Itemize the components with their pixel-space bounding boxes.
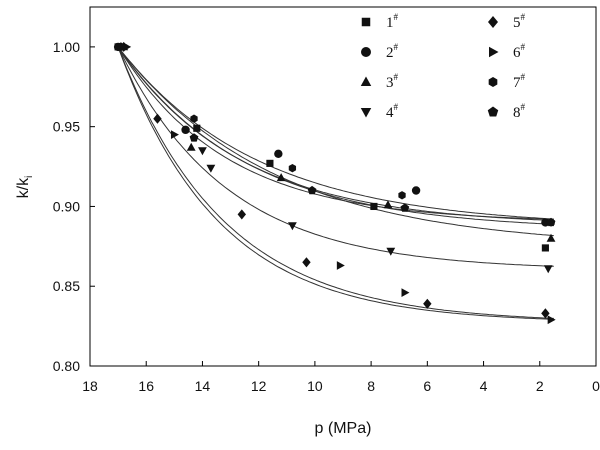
x-tick-label: 16: [138, 378, 154, 394]
point-triangle-down-series-4: [198, 147, 207, 156]
point-diamond-series-5: [541, 308, 550, 319]
y-tick-label: 0.80: [53, 358, 80, 374]
x-tick-label: 4: [480, 378, 488, 394]
point-circle-series-2: [181, 125, 190, 135]
legend-label-superscript: #: [521, 102, 526, 112]
legend-label-superscript: #: [394, 12, 399, 22]
y-tick-label: 0.85: [53, 278, 80, 294]
point-square-series-1: [266, 159, 274, 167]
legend-marker-5: [488, 16, 498, 28]
point-square-series-1: [193, 124, 201, 132]
fit-curve-4: [117, 46, 554, 267]
point-triangle-right-series-6: [401, 288, 410, 298]
point-triangle-up-series-3: [186, 142, 196, 151]
point-circle-series-2: [411, 186, 421, 195]
point-circle-series-2: [274, 149, 283, 158]
point-hexagon-series-7: [190, 114, 198, 123]
y-tick-label: 0.95: [53, 119, 80, 135]
x-tick-label: 14: [195, 378, 211, 394]
axis-ticks: 18 16 14 12 10 8 6 4 2 0 0.80 0.85 0.90 0.95 1.00: [53, 39, 600, 394]
point-diamond-series-5: [153, 113, 162, 124]
y-tick-label: 0.90: [53, 198, 80, 214]
legend-marker-8: [487, 106, 499, 117]
point-pentagon-series-8: [546, 217, 556, 227]
point-triangle-down-series-4: [206, 164, 216, 173]
legend-label-number: 5: [513, 15, 521, 31]
legend-marker-6: [489, 46, 499, 58]
point-triangle-down-series-4: [543, 265, 553, 274]
legend-label-number: 8: [513, 105, 521, 121]
x-tick-label: 12: [251, 378, 267, 394]
legend-marker-7: [488, 77, 498, 87]
x-tick-label: 8: [367, 378, 375, 394]
point-triangle-up-series-3: [546, 233, 556, 242]
x-tick-label: 6: [423, 378, 431, 394]
y-axis-label: k/ki: [15, 176, 35, 199]
point-square-series-1: [541, 244, 549, 252]
legend-label-number: 3: [386, 75, 394, 91]
legend-label-superscript: #: [521, 72, 526, 82]
point-diamond-series-5: [237, 209, 246, 220]
fit-curves: [117, 46, 554, 320]
point-pentagon-series-8: [400, 203, 410, 212]
legend-label-2: 2#: [386, 42, 399, 61]
point-square-series-1: [370, 202, 378, 211]
legend-label-superscript: #: [394, 102, 399, 112]
x-tick-label: 10: [307, 378, 323, 394]
point-triangle-right-series-6: [336, 261, 345, 270]
point-triangle-down-series-4: [287, 222, 297, 231]
point-triangle-right-series-6: [547, 315, 556, 325]
x-axis-label: p (MPa): [315, 420, 372, 437]
legend-marker-3: [360, 76, 372, 86]
legend-label-number: 1: [386, 15, 394, 31]
fit-curve-8: [117, 46, 554, 225]
x-tick-label: 18: [82, 378, 98, 394]
point-hexagon-series-7: [398, 191, 406, 200]
legend-label-superscript: #: [394, 72, 399, 82]
legend-label-number: 7: [513, 75, 521, 91]
legend-label-number: 2: [386, 45, 394, 61]
fit-curve-5: [117, 46, 554, 320]
point-diamond-series-5: [302, 257, 311, 268]
plot-frame: [89, 6, 597, 367]
legend-label-superscript: #: [521, 12, 526, 22]
fit-curve-7: [117, 46, 554, 220]
legend-marker-4: [360, 108, 372, 118]
legend-label-7: 7#: [513, 72, 526, 91]
data-points: [113, 41, 556, 325]
legend: 1#2#3#4#5#6#7#8#: [360, 12, 526, 121]
legend-marker-2: [361, 47, 371, 57]
legend-label-6: 6#: [513, 42, 526, 61]
legend-label-superscript: #: [521, 42, 526, 52]
y-tick-label: 1.00: [53, 39, 80, 55]
point-hexagon-series-7: [288, 163, 297, 173]
fit-curve-6: [117, 46, 554, 319]
fit-curve-2: [117, 46, 554, 221]
point-diamond-series-5: [423, 298, 432, 309]
x-tick-label: 2: [536, 378, 544, 394]
point-triangle-up-series-3: [383, 200, 393, 209]
legend-label-number: 4: [386, 105, 394, 121]
point-pentagon-series-8: [189, 133, 199, 142]
legend-marker-1: [361, 17, 371, 27]
point-triangle-down-series-4: [386, 247, 396, 256]
legend-label-4: 4#: [386, 102, 399, 121]
point-pentagon-series-8: [307, 185, 317, 195]
fit-curve-3: [117, 46, 554, 237]
legend-label-number: 6: [513, 45, 521, 61]
legend-label-3: 3#: [386, 72, 399, 91]
legend-label-1: 1#: [386, 12, 399, 31]
point-pentagon-series-8: [116, 42, 126, 51]
point-triangle-right-series-6: [170, 130, 179, 140]
y-axis-label-main: k/k: [15, 177, 32, 198]
legend-label-5: 5#: [513, 12, 526, 31]
point-triangle-up-series-3: [276, 173, 286, 182]
legend-label-8: 8#: [513, 102, 526, 121]
y-axis-label-sub: i: [24, 176, 35, 178]
legend-label-superscript: #: [394, 42, 399, 52]
x-tick-label: 0: [592, 378, 600, 394]
